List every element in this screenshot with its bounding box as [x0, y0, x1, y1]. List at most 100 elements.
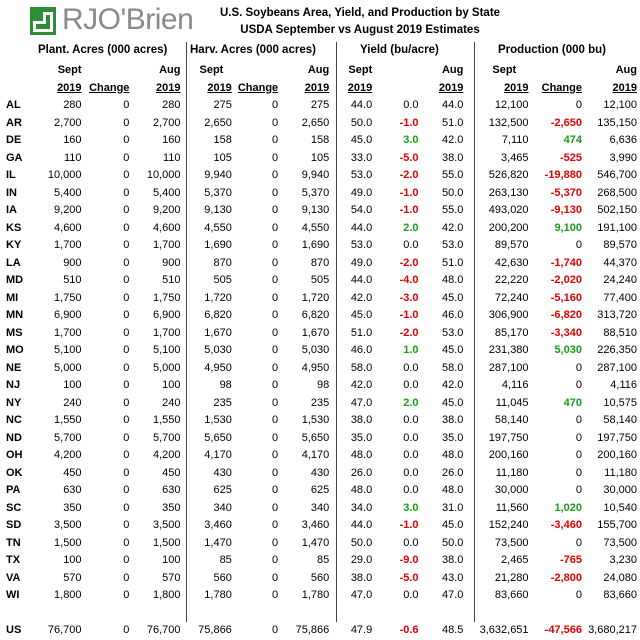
cell-yield-sept: 26.0	[350, 466, 373, 479]
cell-yield-change: 0.0	[403, 589, 419, 601]
cell-prod-change: 0	[575, 484, 582, 496]
cell-harv-aug: 2,650	[301, 116, 330, 129]
cell-plant-change: 0	[123, 239, 130, 251]
cell-harv-sept: 870	[213, 256, 232, 269]
cell-prod-aug: 24,240	[603, 274, 637, 286]
cell-yield-change: 0.0	[403, 466, 419, 479]
report-title: U.S. Soybeans Area, Yield, and Productio…	[200, 5, 520, 39]
cell-prod-aug: 6,636	[609, 134, 637, 146]
cell-prod-change: -5,160	[550, 291, 582, 304]
cell-harv-aug: 1,670	[301, 326, 330, 339]
cell-harv-aug: 9,130	[301, 204, 330, 216]
cell-prod-sept: 12,100	[494, 99, 529, 111]
cell-prod-sept: 197,750	[488, 431, 529, 444]
col-header-year: 2019	[347, 81, 373, 94]
cell-yield-sept: 50.0	[350, 536, 373, 549]
cell-prod-aug: 10,540	[603, 501, 637, 514]
cell-plant-change: 0	[123, 151, 130, 164]
cell-plant-sept: 100	[63, 554, 82, 566]
cell-yield-sept: 53.0	[350, 169, 373, 181]
cell-harv-sept: 2,650	[204, 116, 232, 129]
cell-state: NY	[6, 396, 22, 409]
group-header-production: Production (000 bu)	[498, 44, 606, 56]
cell-harv-sept: 98	[219, 379, 232, 391]
table-row: KY 1,700 0 1,700 1,690 0 1,690 53.0 0.0 53.0 89,57…	[0, 237, 640, 255]
cell-prod-sept: 493,020	[488, 204, 529, 216]
table-row: MN 6,900 0 6,900 6,820 0 6,820 45.0 -1.0 46.0 306,…	[0, 307, 640, 325]
cell-yield-sept: 47.9	[350, 624, 373, 636]
col-header-change: Change	[541, 81, 582, 94]
cell-prod-sept: 89,570	[494, 239, 529, 251]
cell-prod-change: 5,030	[554, 344, 582, 356]
cell-prod-aug: 287,100	[597, 361, 637, 374]
cell-yield-sept: 58.0	[350, 361, 373, 374]
table-row: OH 4,200 0 4,200 4,170 0 4,170 48.0 0.0 48.0 200,1…	[0, 447, 640, 465]
cell-harv-sept: 430	[213, 466, 232, 479]
cell-prod-change: -525	[559, 151, 582, 164]
cell-plant-sept: 1,750	[54, 291, 82, 304]
logo-mark-icon	[30, 7, 56, 35]
col-header-sept: Sept	[199, 64, 224, 76]
cell-plant-sept: 9,200	[54, 204, 82, 216]
cell-harv-sept: 1,470	[204, 536, 232, 549]
cell-prod-sept: 3,465	[501, 151, 529, 164]
cell-plant-aug: 1,550	[152, 414, 181, 426]
cell-harv-change: 0	[272, 536, 279, 549]
cell-plant-aug: 5,000	[152, 361, 181, 374]
cell-yield-change: 2.0	[403, 221, 419, 234]
cell-plant-aug: 4,600	[152, 221, 181, 234]
cell-harv-change: 0	[272, 274, 279, 286]
cell-harv-sept: 1,670	[204, 326, 232, 339]
cell-plant-change: 0	[123, 466, 130, 479]
cell-prod-change: -2,800	[550, 571, 582, 584]
cell-plant-change: 0	[123, 274, 130, 286]
cell-plant-aug: 100	[162, 379, 181, 391]
cell-harv-change: 0	[272, 221, 279, 234]
cell-harv-change: 0	[272, 466, 279, 479]
col-header-aug: Aug	[615, 64, 637, 76]
cell-harv-sept: 1,720	[204, 291, 232, 304]
cell-state: TX	[6, 554, 21, 566]
cell-harv-change: 0	[272, 519, 279, 531]
cell-plant-aug: 6,900	[152, 309, 181, 321]
cell-prod-change: 470	[563, 396, 582, 409]
cell-plant-aug: 100	[162, 554, 181, 566]
cell-yield-change: 0.0	[403, 414, 419, 426]
cell-state: TN	[6, 536, 21, 549]
cell-prod-sept: 2,465	[501, 554, 529, 566]
cell-yield-change: -4.0	[399, 274, 419, 286]
cell-state: MI	[6, 291, 19, 304]
cell-prod-change: 0	[575, 449, 582, 461]
rjobrien-logo: RJO'Brien	[6, 3, 194, 37]
cell-plant-change: 0	[123, 624, 130, 636]
cell-prod-sept: 42,630	[494, 256, 529, 269]
cell-prod-change: 0	[575, 589, 582, 601]
cell-prod-sept: 58,140	[494, 414, 529, 426]
cell-yield-sept: 44.0	[350, 99, 373, 111]
cell-state: MS	[6, 326, 23, 339]
cell-plant-change: 0	[123, 484, 130, 496]
cell-plant-aug: 280	[162, 99, 181, 111]
cell-yield-aug: 44.0	[441, 99, 464, 111]
cell-prod-change: 474	[563, 134, 582, 146]
cell-yield-aug: 58.0	[441, 361, 464, 374]
cell-harv-sept: 75,866	[198, 624, 232, 636]
cell-yield-sept: 35.0	[350, 431, 373, 444]
cell-prod-sept: 30,000	[494, 484, 529, 496]
cell-harv-aug: 3,460	[301, 519, 330, 531]
cell-harv-sept: 275	[213, 99, 232, 111]
title-line-1: U.S. Soybeans Area, Yield, and Productio…	[219, 7, 501, 19]
cell-plant-sept: 1,500	[54, 536, 82, 549]
col-header-year: 2019	[207, 81, 232, 94]
cell-plant-aug: 4,200	[152, 449, 181, 461]
cell-yield-aug: 42.0	[441, 379, 464, 391]
cell-plant-aug: 110	[162, 151, 181, 164]
cell-yield-aug: 35.0	[441, 431, 464, 444]
cell-prod-aug: 89,570	[603, 239, 637, 251]
cell-yield-sept: 48.0	[350, 449, 373, 461]
cell-harv-sept: 625	[213, 484, 232, 496]
cell-prod-sept: 21,280	[494, 571, 529, 584]
cell-yield-aug: 53.0	[441, 239, 464, 251]
cell-state: WI	[6, 589, 20, 601]
cell-yield-change: -2.0	[399, 256, 419, 269]
